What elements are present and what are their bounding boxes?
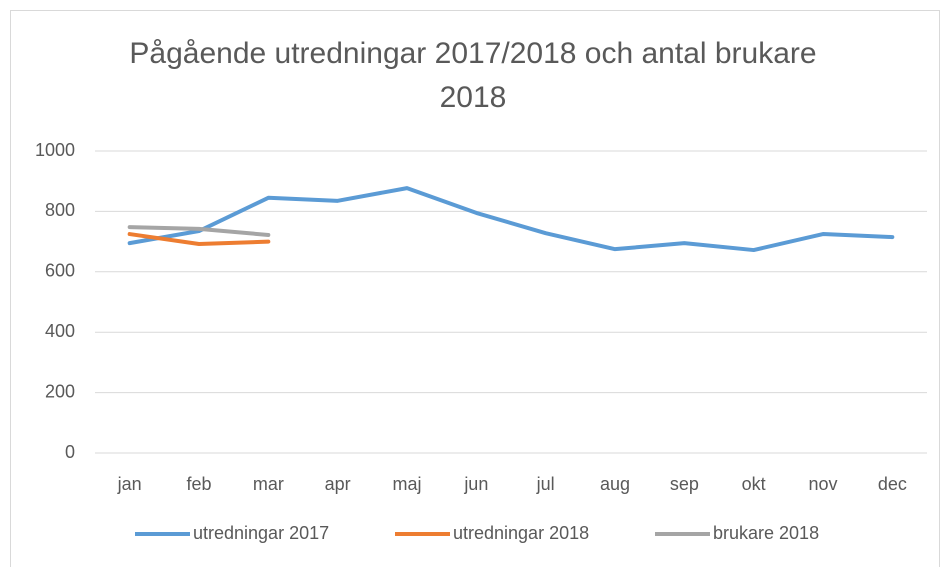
chart-border: [10, 10, 940, 567]
y-tick-label: 200: [45, 381, 75, 401]
x-tick-label: okt: [742, 474, 766, 494]
x-tick-label: jun: [463, 474, 488, 494]
x-tick-label: dec: [878, 474, 907, 494]
y-tick-label: 0: [65, 442, 75, 462]
x-tick-label: nov: [808, 474, 837, 494]
x-tick-label: feb: [186, 474, 211, 494]
series-line: [127, 225, 271, 237]
chart-title: Pågående utredningar 2017/2018 och antal…: [129, 37, 817, 114]
x-tick-label: jan: [117, 474, 142, 494]
y-tick-label: 600: [45, 261, 75, 281]
y-tick-label: 800: [45, 200, 75, 220]
x-tick-label: maj: [392, 474, 421, 494]
legend-label: utredningar 2018: [453, 523, 589, 543]
series-line: [127, 186, 895, 253]
x-tick-label: aug: [600, 474, 630, 494]
y-tick-label: 400: [45, 321, 75, 341]
x-tick-label: sep: [670, 474, 699, 494]
series-line: [127, 232, 271, 247]
legend-label: brukare 2018: [713, 523, 819, 543]
x-tick-label: apr: [325, 474, 351, 494]
x-tick-label: mar: [253, 474, 284, 494]
x-tick-label: jul: [536, 474, 555, 494]
y-tick-label: 1000: [35, 140, 75, 160]
legend-label: utredningar 2017: [193, 523, 329, 543]
